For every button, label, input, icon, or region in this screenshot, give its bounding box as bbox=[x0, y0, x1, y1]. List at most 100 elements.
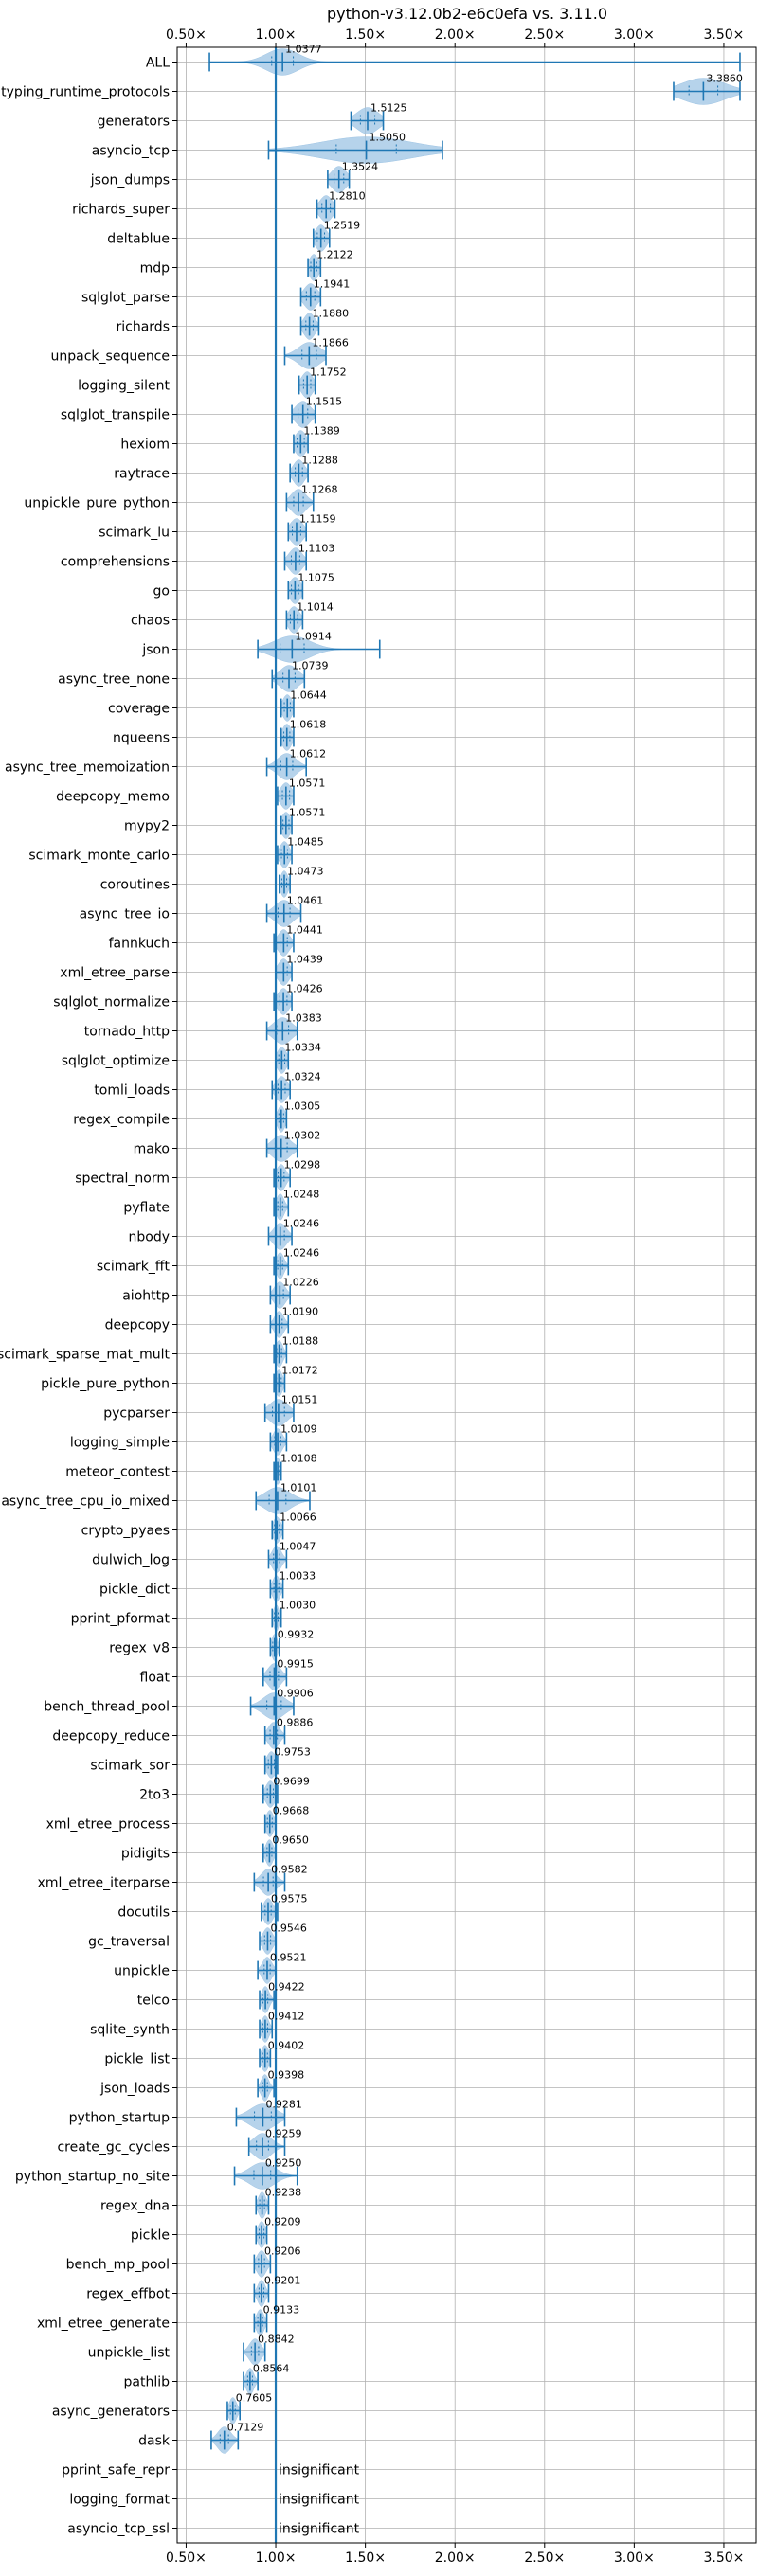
y-tick-label: pyflate bbox=[123, 1201, 170, 1216]
insignificant-label: insignificant bbox=[279, 2463, 360, 2478]
value-label: 0.9259 bbox=[265, 2128, 302, 2140]
value-label: 0.7605 bbox=[236, 2392, 273, 2405]
y-tick-label: deepcopy bbox=[105, 1318, 170, 1333]
y-tick-label: async_tree_memoization bbox=[5, 760, 170, 776]
value-label: 1.0246 bbox=[283, 1247, 320, 1260]
y-tick-label: richards bbox=[117, 320, 171, 335]
x-tick-label-top: 0.50× bbox=[166, 27, 207, 43]
value-label: 1.1389 bbox=[303, 425, 340, 438]
y-tick-label: aiohttp bbox=[122, 1289, 170, 1304]
value-label: 1.0334 bbox=[284, 1042, 321, 1054]
value-label: 0.9206 bbox=[264, 2245, 301, 2258]
y-tick-label: pickle_list bbox=[104, 2052, 170, 2067]
y-tick-label: hexiom bbox=[120, 438, 170, 453]
y-tick-label: pprint_safe_repr bbox=[62, 2463, 170, 2478]
y-tick-label: deepcopy_memo bbox=[56, 790, 170, 805]
value-label: 1.5125 bbox=[370, 102, 407, 115]
value-label: 1.5050 bbox=[370, 132, 406, 144]
value-label: 1.0030 bbox=[280, 1600, 316, 1612]
x-tick-label-top: 2.50× bbox=[524, 27, 565, 43]
value-label: 0.9650 bbox=[272, 1834, 309, 1847]
value-label: 1.2810 bbox=[329, 190, 366, 203]
y-tick-label: typing_runtime_protocols bbox=[1, 85, 170, 100]
y-tick-label: float bbox=[140, 1671, 171, 1686]
value-label: 1.0305 bbox=[284, 1100, 321, 1113]
value-label: 1.0172 bbox=[281, 1365, 318, 1377]
y-tick-label: xml_etree_process bbox=[46, 1817, 170, 1833]
y-tick-label: sqlglot_transpile bbox=[61, 408, 170, 423]
value-label: 1.0426 bbox=[286, 983, 323, 995]
y-tick-label: python_startup bbox=[69, 2111, 170, 2126]
y-tick-label: json_dumps bbox=[90, 173, 170, 188]
y-tick-label: deltablue bbox=[107, 232, 170, 247]
y-tick-label: bench_thread_pool bbox=[44, 1700, 170, 1715]
value-label: 0.9521 bbox=[270, 1952, 307, 1964]
x-tick-label-bottom: 1.00× bbox=[256, 2550, 297, 2566]
y-tick-label: mdp bbox=[140, 261, 171, 277]
value-label: 1.0571 bbox=[289, 807, 326, 819]
value-label: 0.9402 bbox=[268, 2040, 305, 2052]
y-tick-label: nqueens bbox=[113, 731, 170, 746]
value-label: 0.9238 bbox=[265, 2187, 302, 2199]
value-label: 0.9281 bbox=[265, 2099, 302, 2111]
y-tick-label: pprint_pformat bbox=[71, 1612, 171, 1627]
y-tick-label: unpickle bbox=[114, 1964, 170, 1979]
insignificant-label: insignificant bbox=[279, 2522, 360, 2537]
y-tick-label: unpack_sequence bbox=[51, 349, 170, 365]
y-tick-label: meteor_contest bbox=[65, 1465, 170, 1480]
x-tick-label-top: 2.00× bbox=[435, 27, 476, 43]
y-tick-label: dulwich_log bbox=[92, 1553, 170, 1568]
value-label: 0.9753 bbox=[274, 1746, 311, 1759]
y-tick-label: create_gc_cycles bbox=[57, 2140, 170, 2156]
y-tick-label: sqlglot_parse bbox=[81, 291, 170, 306]
y-tick-label: sqlglot_optimize bbox=[62, 1054, 170, 1069]
x-tick-label-bottom: 3.00× bbox=[614, 2550, 655, 2566]
value-label: 0.9250 bbox=[265, 2157, 302, 2170]
y-tick-label: json bbox=[141, 643, 170, 658]
y-tick-label: fannkuch bbox=[109, 937, 170, 952]
value-label: 1.0033 bbox=[280, 1570, 316, 1583]
y-tick-label: raytrace bbox=[114, 467, 170, 482]
y-tick-label: scimark_sor bbox=[90, 1759, 170, 1774]
axis-layer: 0.50× 0.50× 1.00× 1.00× 1.50× 1.50× 2.00× 2.00×… bbox=[0, 27, 744, 2566]
y-tick-label: async_tree_io bbox=[80, 907, 170, 922]
value-label: 0.9412 bbox=[268, 2011, 305, 2023]
x-tick-label-top: 3.00× bbox=[614, 27, 655, 43]
y-tick-label: gc_traversal bbox=[88, 1935, 170, 1950]
value-label: 1.0739 bbox=[292, 660, 329, 672]
y-tick-label: go bbox=[153, 584, 170, 599]
value-label: 1.0302 bbox=[284, 1130, 321, 1142]
y-tick-label: nbody bbox=[129, 1230, 171, 1245]
value-label: 1.1288 bbox=[301, 455, 338, 467]
y-tick-label: pickle_dict bbox=[99, 1583, 171, 1598]
value-label: 1.3524 bbox=[342, 161, 379, 173]
y-tick-label: spectral_norm bbox=[75, 1172, 170, 1187]
y-tick-label: tomli_loads bbox=[94, 1083, 170, 1099]
value-label: 0.9398 bbox=[268, 2069, 305, 2082]
value-label: 1.0439 bbox=[286, 954, 323, 966]
y-tick-label: logging_silent bbox=[78, 379, 170, 394]
value-label: 1.0383 bbox=[285, 1012, 322, 1025]
x-tick-label-bottom: 0.50× bbox=[166, 2550, 207, 2566]
y-tick-label: sqlite_synth bbox=[90, 2023, 170, 2038]
y-tick-label: xml_etree_generate bbox=[37, 2317, 170, 2332]
value-label: 1.1515 bbox=[306, 396, 343, 408]
value-label: 1.1075 bbox=[298, 572, 334, 584]
y-tick-label: scimark_monte_carlo bbox=[28, 849, 170, 864]
y-tick-label: crypto_pyaes bbox=[81, 1524, 170, 1539]
y-tick-label: unpickle_list bbox=[88, 2346, 171, 2361]
value-label: 1.0377 bbox=[285, 44, 322, 56]
value-label: 0.9582 bbox=[271, 1864, 308, 1876]
value-label: 0.9201 bbox=[264, 2275, 301, 2287]
y-tick-label: bench_mp_pool bbox=[66, 2258, 170, 2273]
value-label: 0.9209 bbox=[264, 2216, 301, 2228]
y-tick-label: sqlglot_normalize bbox=[53, 995, 170, 1011]
value-label: 1.0571 bbox=[289, 778, 326, 790]
value-label: 0.9699 bbox=[273, 1776, 310, 1788]
y-tick-label: scimark_lu bbox=[99, 526, 170, 541]
y-tick-label: mypy2 bbox=[124, 819, 170, 834]
y-tick-label: xml_etree_iterparse bbox=[38, 1876, 170, 1891]
chart-title: python-v3.12.0b2-e6c0efa vs. 3.11.0 bbox=[327, 5, 607, 23]
y-tick-label: generators bbox=[98, 115, 170, 130]
value-label: 1.0298 bbox=[284, 1159, 321, 1172]
